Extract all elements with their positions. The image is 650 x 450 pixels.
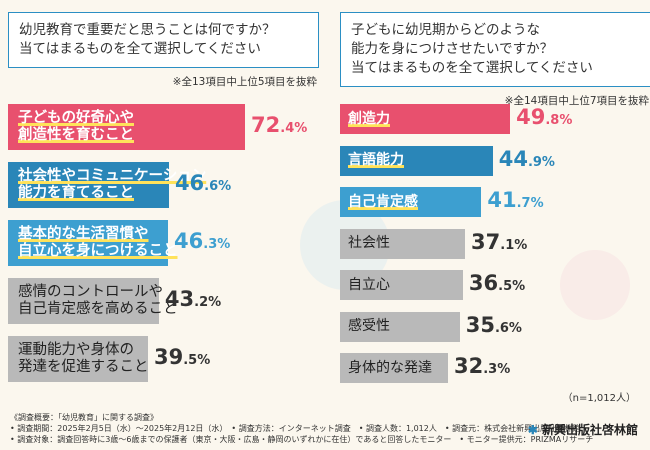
bar-label-5: 運動能力や身体の 発達を促進すること [18, 336, 149, 382]
value-decimal: .2% [194, 295, 222, 310]
bar-label-5: 自立心 [348, 270, 390, 300]
bar-label-line: 自己肯定感を高めること [18, 301, 178, 317]
bar-1 [340, 104, 511, 134]
bar-label-line: 創造力 [348, 110, 390, 127]
brand-logo: ✱ 新興出版社啓林館 [528, 421, 638, 438]
right-question-line-3: 当てはまるものを全て選択してください [351, 60, 593, 76]
bar-label-2: 社会性やコミュニケーション 能力を育てること [18, 162, 206, 208]
bar-label-6: 感受性 [348, 312, 390, 342]
bar-7 [340, 353, 448, 383]
bar-value-4: 37.1% [471, 230, 527, 254]
brand-name: 新興出版社啓林館 [541, 423, 638, 437]
bar-label-1: 創造力 [348, 104, 390, 134]
survey-footer: 《調査概要：「幼児教育」に関する調査》 • 調査期間：2025年2月5日（水）〜… [10, 412, 593, 445]
bar-label-line: 自己肯定感 [348, 193, 418, 210]
right-chart: 創造力 49.8% 言語能力 44.9% 自己肯定感 41.7% 社会性 37.1% 自立心 36… [340, 104, 650, 394]
bar-6 [340, 311, 460, 342]
value-integer: 44 [498, 146, 528, 171]
bar-5 [340, 270, 463, 300]
value-decimal: .6% [204, 179, 232, 194]
left-chart: 子どもの好奇心や 創造性を育むこと 72.4% 社会性やコミュニケーション 能力を育てる… [8, 104, 319, 394]
value-integer: 41 [487, 188, 517, 212]
bar-value-2: 46.6% [175, 171, 231, 195]
bar-label-4: 社会性 [348, 229, 390, 259]
bar-label-line: 創造性を育むこと [18, 127, 134, 143]
bar-label-7: 身体的な発達 [348, 353, 432, 383]
bar-label-line: 自立心を身につけること [18, 243, 178, 259]
bar-4 [8, 278, 159, 324]
sample-size: （n=1,012人） [562, 393, 636, 404]
value-integer: 46 [174, 229, 204, 253]
bar-1 [8, 104, 246, 150]
value-decimal: .3% [203, 237, 231, 252]
bar-value-6: 35.6% [466, 313, 522, 337]
bar-4 [340, 228, 466, 259]
bar-label-line: 運動能力や身体の [18, 341, 134, 358]
footer-line-2: • 調査期間：2025年2月5日（水）〜2025年2月12日（水） • 調査方法… [10, 424, 581, 433]
bar-label-1: 子どもの好奇心や 創造性を育むこと [18, 104, 134, 150]
value-integer: 49 [516, 105, 546, 129]
value-integer: 36 [468, 271, 499, 295]
bar-value-4: 43.2% [165, 287, 221, 311]
bar-label-line: 自立心 [348, 276, 390, 293]
value-integer: 43 [164, 287, 195, 311]
bar-label-line: 感情のコントロールや [18, 283, 163, 300]
footer-line-3: • 調査対象：調査回答時に3歳〜6歳までの保護者（東京・大阪・広島・静岡のいずれ… [10, 435, 594, 444]
bar-label-4: 感情のコントロールや 自己肯定感を高めること [18, 278, 178, 324]
value-decimal: .1% [500, 237, 528, 253]
footer-line-1: 《調査概要：「幼児教育」に関する調査》 [10, 413, 158, 422]
bar-value-5: 39.5% [154, 345, 210, 369]
bar-label-line: 言語能力 [348, 152, 404, 168]
bar-label-line: 子どもの好奇心や [18, 109, 134, 126]
value-integer: 37 [471, 229, 501, 254]
bar-value-2: 44.9% [499, 147, 555, 171]
value-decimal: .4% [280, 121, 308, 136]
value-decimal: .9% [527, 154, 555, 170]
bar-3 [8, 220, 169, 266]
bar-value-7: 32.3% [454, 354, 510, 378]
value-decimal: .3% [483, 362, 511, 377]
right-panel: 子どもに幼児期からどのような 能力を身につけさせたいですか？ 当てはまるものを全… [340, 0, 650, 383]
right-question-box: 子どもに幼児期からどのような 能力を身につけさせたいですか？ 当てはまるものを全… [340, 12, 650, 87]
value-decimal: .5% [183, 353, 211, 368]
right-question-line-2: 能力を身につけさせたいですか？ [351, 41, 554, 57]
value-integer: 32 [454, 354, 484, 378]
right-note: ※全14項目中上位7項目を抜粋 [504, 95, 649, 107]
left-question-line-2: 当てはまるものを全て選択してください [19, 41, 261, 57]
bar-label-line: 発達を促進すること [18, 359, 149, 375]
left-question-line-1: 幼児教育で重要だと思うことは何ですか？ [19, 22, 276, 38]
bar-value-1: 49.8% [516, 105, 572, 129]
value-integer: 72 [251, 113, 281, 137]
bar-value-3: 46.3% [174, 229, 230, 253]
background-decoration [560, 250, 630, 320]
value-integer: 35 [465, 312, 495, 337]
bar-label-line: 社会性 [348, 235, 390, 251]
brand-icon: ✱ [527, 423, 538, 437]
bar-value-3: 41.7% [487, 188, 543, 212]
value-decimal: .5% [498, 279, 526, 294]
bar-2 [340, 145, 493, 176]
bar-label-line: 感受性 [348, 318, 390, 334]
value-integer: 39 [154, 345, 184, 369]
bar-label-line: 社会性やコミュニケーション [18, 167, 207, 184]
bar-label-3: 基本的な生活習慣や 自立心を身につけること [18, 220, 178, 266]
value-decimal: .6% [494, 320, 522, 336]
left-question-box: 幼児教育で重要だと思うことは何ですか？ 当てはまるものを全て選択してください [8, 12, 319, 68]
bar-value-1: 72.4% [251, 113, 307, 137]
bar-label-line: 能力を育てること [18, 185, 134, 201]
left-note: ※全13項目中上位5項目を抜粋 [172, 76, 317, 88]
bar-label-3: 自己肯定感 [348, 187, 418, 217]
bar-5 [8, 336, 148, 382]
bar-label-line: 基本的な生活習慣や [18, 225, 149, 242]
right-question-line-1: 子どもに幼児期からどのような [351, 22, 540, 38]
bar-label-line: 身体的な発達 [348, 359, 432, 376]
bar-value-5: 36.5% [469, 271, 525, 295]
value-decimal: .8% [545, 113, 573, 128]
value-integer: 46 [174, 171, 205, 195]
left-panel: 幼児教育で重要だと思うことは何ですか？ 当てはまるものを全て選択してください ※… [8, 0, 319, 382]
value-decimal: .7% [516, 196, 544, 211]
bar-2 [8, 162, 169, 208]
bar-label-2: 言語能力 [348, 146, 404, 176]
bar-3 [340, 187, 482, 217]
